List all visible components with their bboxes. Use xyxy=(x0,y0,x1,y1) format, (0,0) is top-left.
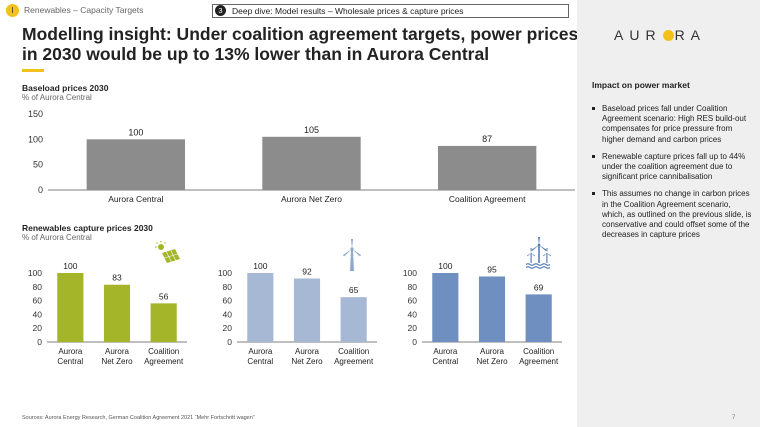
category-label: Agreement xyxy=(144,357,184,366)
bar xyxy=(262,136,361,190)
y-tick-label: 0 xyxy=(227,337,232,347)
bar xyxy=(293,278,321,342)
bar xyxy=(437,145,537,190)
y-tick-label: 150 xyxy=(28,109,43,119)
y-tick-label: 60 xyxy=(223,296,233,306)
bar-value-label: 95 xyxy=(487,264,497,274)
offshore-capture-chart: 020406080100100AuroraCentral95AuroraNet … xyxy=(403,261,562,366)
y-tick-label: 40 xyxy=(408,309,418,319)
y-tick-label: 50 xyxy=(33,160,43,170)
onshore-capture-chart: 020406080100100AuroraCentral92AuroraNet … xyxy=(218,261,377,366)
category-label: Central xyxy=(247,357,273,366)
category-label: Net Zero xyxy=(291,357,323,366)
category-label: Coalition xyxy=(338,347,369,356)
page-number: 7 xyxy=(732,415,736,421)
y-tick-label: 60 xyxy=(408,296,418,306)
bar xyxy=(340,297,367,342)
deep-dive-number-badge: 3 xyxy=(215,5,226,16)
title-underline xyxy=(22,69,44,72)
bar xyxy=(150,303,177,342)
bar-value-label: 87 xyxy=(482,134,492,144)
deep-dive-box xyxy=(212,4,569,18)
category-label: Central xyxy=(432,357,458,366)
bar-value-label: 65 xyxy=(349,285,359,295)
category-label: Net Zero xyxy=(476,357,508,366)
bar xyxy=(86,139,186,190)
category-label: Coalition Agreement xyxy=(449,194,526,204)
category-label: Aurora xyxy=(433,347,458,356)
y-tick-label: 20 xyxy=(223,323,233,333)
sources-footnote: Sources: Aurora Energy Research, German … xyxy=(22,415,255,421)
panel-heading: Impact on power market xyxy=(592,80,690,90)
section-number-badge: I xyxy=(6,4,19,17)
category-label: Aurora xyxy=(105,347,130,356)
category-label: Aurora Net Zero xyxy=(281,194,342,204)
category-label: Aurora xyxy=(480,347,505,356)
aurora-logo: AUR RA xyxy=(614,27,706,43)
bar-value-label: 69 xyxy=(534,282,544,292)
bar-value-label: 56 xyxy=(159,291,169,301)
bar-value-label: 105 xyxy=(304,125,319,135)
y-tick-label: 0 xyxy=(412,337,417,347)
baseload-chart-subtitle: % of Aurora Central xyxy=(22,93,92,102)
panel-bullet: This assumes no change in carbon prices … xyxy=(592,189,752,240)
category-label: Aurora xyxy=(58,347,83,356)
solar-capture-chart: 020406080100100AuroraCentral83AuroraNet … xyxy=(28,261,187,366)
panel-bullet-list: Baseload prices fall under Coalition Agr… xyxy=(592,104,752,247)
panel-bullet: Renewable capture prices fall up to 44% … xyxy=(592,152,752,183)
y-tick-label: 40 xyxy=(33,309,43,319)
bar xyxy=(525,294,552,342)
category-label: Net Zero xyxy=(101,357,133,366)
capture-chart-subtitle: % of Aurora Central xyxy=(22,233,92,242)
category-label: Aurora Central xyxy=(108,194,163,204)
category-label: Central xyxy=(57,357,83,366)
slide-title: Modelling insight: Under coalition agree… xyxy=(22,24,579,64)
y-tick-label: 80 xyxy=(408,282,418,292)
bar xyxy=(432,273,459,342)
logo-text-right: RA xyxy=(674,27,707,43)
y-tick-label: 100 xyxy=(28,134,43,144)
bar-value-label: 100 xyxy=(253,261,267,271)
category-label: Aurora xyxy=(295,347,320,356)
panel-bullet: Baseload prices fall under Coalition Agr… xyxy=(592,104,752,145)
side-panel xyxy=(577,0,760,427)
capture-chart-title: Renewables capture prices 2030 xyxy=(22,223,153,233)
logo-text-left: AUR xyxy=(614,27,662,43)
bar-value-label: 100 xyxy=(438,261,452,271)
y-tick-label: 20 xyxy=(408,323,418,333)
y-tick-label: 100 xyxy=(218,268,232,278)
category-label: Aurora xyxy=(248,347,273,356)
bar xyxy=(57,273,84,342)
bar-value-label: 83 xyxy=(112,273,122,283)
bar xyxy=(478,276,506,342)
bar-value-label: 92 xyxy=(302,267,312,277)
y-tick-label: 80 xyxy=(223,282,233,292)
deep-dive-label: Deep dive: Model results – Wholesale pri… xyxy=(232,5,464,16)
bar-value-label: 100 xyxy=(128,127,143,137)
y-tick-label: 40 xyxy=(223,309,233,319)
y-tick-label: 60 xyxy=(33,296,43,306)
y-tick-label: 80 xyxy=(33,282,43,292)
section-label: Renewables – Capacity Targets xyxy=(24,5,144,15)
solar-panel-icon xyxy=(155,241,180,263)
category-label: Agreement xyxy=(519,357,559,366)
y-tick-label: 0 xyxy=(37,337,42,347)
logo-sun-dot xyxy=(662,30,674,41)
y-tick-label: 0 xyxy=(38,185,43,195)
y-tick-label: 100 xyxy=(28,268,42,278)
y-tick-label: 100 xyxy=(403,268,417,278)
baseload-chart: 0 50 100 150 100 Aurora Central 105 Aurora Net … xyxy=(28,109,575,204)
bar xyxy=(247,273,274,342)
category-label: Coalition xyxy=(148,347,179,356)
bar xyxy=(103,284,131,342)
offshore-wind-icon xyxy=(525,237,551,269)
y-tick-label: 20 xyxy=(33,323,43,333)
bar-value-label: 100 xyxy=(63,261,77,271)
wind-turbine-icon xyxy=(343,239,361,271)
category-label: Coalition xyxy=(523,347,554,356)
baseload-chart-title: Baseload prices 2030 xyxy=(22,83,109,93)
category-label: Agreement xyxy=(334,357,374,366)
